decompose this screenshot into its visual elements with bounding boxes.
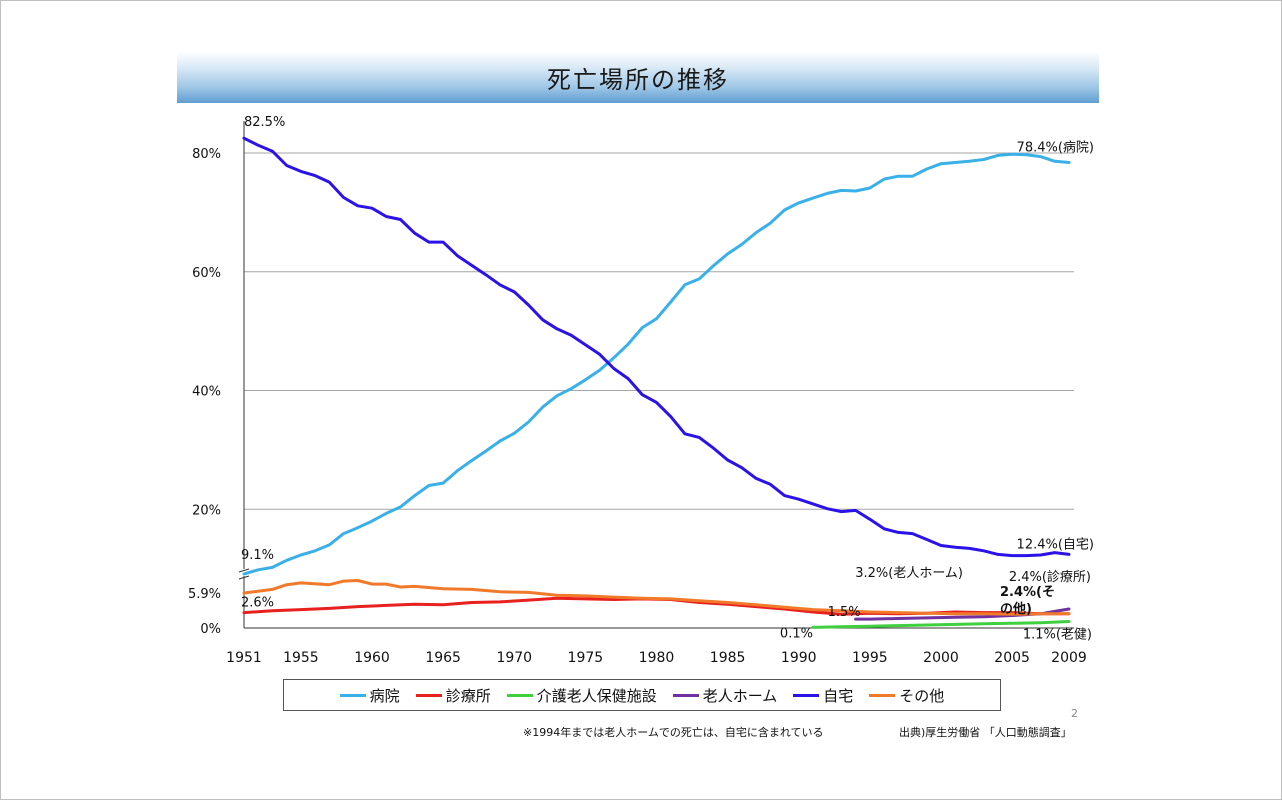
y-tick-label-2: 20% bbox=[192, 503, 221, 518]
series-line-2 bbox=[811, 620, 1071, 629]
legend-swatch-0 bbox=[339, 693, 366, 697]
legend-item-5: その他 bbox=[869, 685, 944, 706]
legend-label-3: 老人ホーム bbox=[702, 686, 778, 705]
annotation-10: 1.1%(老健) bbox=[1023, 627, 1092, 642]
annotation-7: 2.4%(その他) bbox=[1000, 585, 1055, 617]
legend-swatch-2 bbox=[506, 693, 533, 697]
legend-swatch-4 bbox=[793, 693, 820, 697]
legend-item-2: 介護老人保健施設 bbox=[506, 685, 657, 706]
axis-break-mark-1 bbox=[238, 568, 250, 573]
slide-title: 死亡場所の推移 bbox=[547, 65, 729, 94]
legend-label-0: 病院 bbox=[369, 686, 400, 705]
source-note: 出典)厚生労働省 「人口動態調査」 bbox=[899, 726, 1072, 739]
annotation-9: 0.1% bbox=[780, 626, 813, 641]
x-tick-label-5: 1975 bbox=[568, 650, 604, 666]
series-line-5 bbox=[242, 579, 1071, 616]
x-tick-label-3: 1965 bbox=[425, 650, 461, 666]
legend-label-4: 自宅 bbox=[823, 686, 854, 705]
y-tick-label-1: 5.9% bbox=[188, 587, 221, 602]
legend-swatch-1 bbox=[415, 693, 442, 697]
x-tick-label-10: 2000 bbox=[923, 650, 959, 666]
x-tick-label-8: 1990 bbox=[781, 650, 817, 666]
legend-swatch-5 bbox=[869, 693, 896, 697]
y-tick-label-5: 80% bbox=[192, 147, 221, 162]
series-line-1 bbox=[242, 596, 1071, 616]
title-bar: 死亡場所の推移 bbox=[177, 51, 1099, 103]
x-tick-label-7: 1985 bbox=[710, 650, 746, 666]
annotation-8: 1.5% bbox=[828, 605, 861, 620]
annotation-5: 3.2%(老人ホーム) bbox=[855, 566, 963, 581]
legend-label-1: 診療所 bbox=[445, 686, 491, 705]
series-line-0 bbox=[242, 152, 1071, 576]
series-line-4 bbox=[242, 136, 1071, 558]
chart-legend: 病院 診療所 介護老人保健施設 老人ホーム 自宅 その他 bbox=[283, 679, 1001, 711]
x-tick-label-4: 1970 bbox=[496, 650, 532, 666]
annotation-6: 2.4%(診療所) bbox=[1009, 569, 1091, 585]
y-tick-label-0: 0% bbox=[200, 622, 221, 637]
annotation-1: 9.1% bbox=[241, 548, 274, 563]
legend-item-1: 診療所 bbox=[415, 685, 491, 706]
x-tick-label-2: 1960 bbox=[354, 650, 390, 666]
annotation-4: 12.4%(自宅) bbox=[1017, 537, 1094, 552]
x-tick-label-12: 2009 bbox=[1051, 650, 1087, 666]
x-tick-label-11: 2005 bbox=[994, 650, 1030, 666]
annotation-0: 82.5% bbox=[244, 115, 285, 130]
legend-label-2: 介護老人保健施設 bbox=[536, 686, 657, 705]
legend-item-0: 病院 bbox=[339, 685, 400, 706]
x-tick-label-0: 1951 bbox=[226, 650, 262, 666]
axis-break-mark-2 bbox=[238, 575, 250, 580]
x-tick-label-1: 1955 bbox=[283, 650, 319, 666]
y-tick-label-3: 40% bbox=[192, 385, 221, 400]
y-tick-label-4: 60% bbox=[192, 266, 221, 281]
page-number: 2 bbox=[1071, 707, 1078, 720]
annotation-2: 2.6% bbox=[241, 596, 274, 611]
x-tick-label-6: 1980 bbox=[639, 650, 675, 666]
legend-swatch-3 bbox=[672, 693, 699, 697]
legend-item-3: 老人ホーム bbox=[672, 685, 778, 706]
legend-item-4: 自宅 bbox=[793, 685, 853, 706]
x-tick-label-9: 1995 bbox=[852, 650, 888, 666]
footnote: ※1994年までは老人ホームでの死亡は、自宅に含まれている bbox=[523, 726, 824, 739]
legend-label-5: その他 bbox=[899, 686, 945, 705]
annotation-3: 78.4%(病院) bbox=[1017, 141, 1094, 156]
